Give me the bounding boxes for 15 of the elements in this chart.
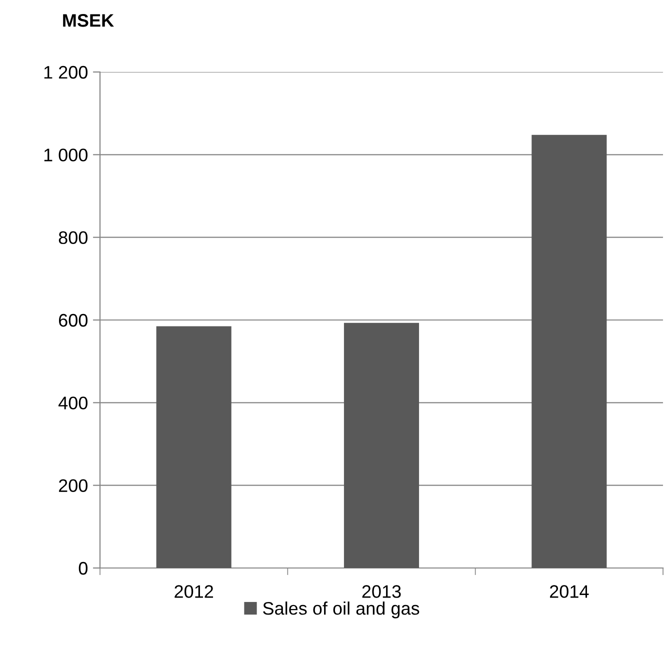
y-axis-title: MSEK	[63, 14, 114, 27]
bar	[532, 134, 607, 568]
legend-label: Sales of oil and gas	[263, 602, 420, 618]
y-tick-label: 600	[58, 314, 88, 327]
bar	[156, 326, 232, 568]
y-tick-label: 400	[58, 396, 88, 410]
y-tick-label: 800	[58, 231, 88, 244]
y-tick-label: 200	[58, 479, 88, 492]
y-tick-label: 1 000	[44, 148, 88, 162]
x-tick-label: 2012	[174, 585, 214, 598]
y-tick-label: 1 200	[44, 66, 88, 79]
bar	[344, 322, 420, 568]
y-tick-label: 0	[78, 562, 88, 575]
x-tick-label: 2013	[362, 585, 401, 598]
x-tick-label: 2014	[550, 585, 589, 598]
